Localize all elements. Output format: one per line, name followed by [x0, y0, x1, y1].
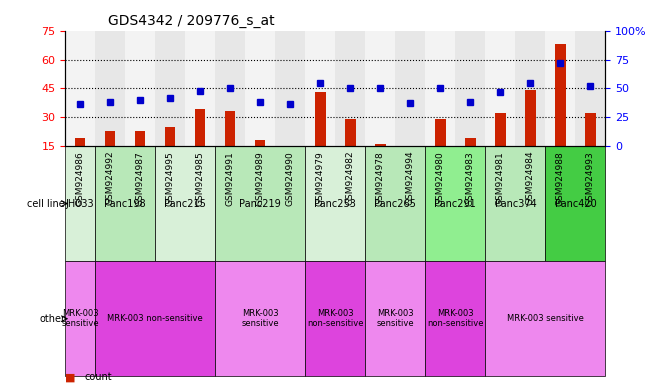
Bar [285, 173, 296, 175]
FancyBboxPatch shape [546, 146, 605, 261]
Bar [455, 31, 486, 146]
FancyBboxPatch shape [335, 175, 365, 176]
FancyBboxPatch shape [65, 146, 95, 261]
FancyBboxPatch shape [365, 261, 425, 376]
FancyBboxPatch shape [455, 175, 486, 176]
FancyBboxPatch shape [275, 175, 305, 176]
Bar [546, 31, 575, 146]
Bar [105, 131, 115, 175]
Text: MRK-003
sensitive: MRK-003 sensitive [242, 309, 279, 328]
FancyBboxPatch shape [125, 175, 155, 176]
Bar [365, 31, 395, 146]
FancyBboxPatch shape [486, 146, 546, 261]
Text: GDS4342 / 209776_s_at: GDS4342 / 209776_s_at [108, 14, 275, 28]
Bar [255, 140, 266, 175]
Bar [135, 131, 145, 175]
Bar [155, 31, 185, 146]
FancyBboxPatch shape [245, 175, 275, 176]
FancyBboxPatch shape [65, 261, 95, 376]
Text: JH033: JH033 [66, 199, 94, 209]
FancyBboxPatch shape [395, 175, 425, 176]
FancyBboxPatch shape [305, 146, 365, 261]
Bar [125, 31, 155, 146]
Text: Panc253: Panc253 [314, 199, 356, 209]
FancyBboxPatch shape [185, 175, 215, 176]
Bar [486, 31, 516, 146]
Bar [575, 31, 605, 146]
Text: Panc420: Panc420 [555, 199, 596, 209]
Bar [315, 92, 326, 175]
Text: MRK-003 sensitive: MRK-003 sensitive [507, 314, 584, 323]
Bar [75, 138, 85, 175]
Bar [65, 31, 95, 146]
FancyBboxPatch shape [486, 175, 516, 176]
FancyBboxPatch shape [65, 175, 95, 176]
Bar [465, 138, 476, 175]
FancyBboxPatch shape [365, 146, 425, 261]
Bar [95, 31, 125, 146]
FancyBboxPatch shape [305, 261, 365, 376]
FancyBboxPatch shape [155, 175, 185, 176]
Text: cell line: cell line [27, 199, 65, 209]
Bar [555, 44, 566, 175]
Text: MRK-003
non-sensitive: MRK-003 non-sensitive [427, 309, 484, 328]
Text: Panc198: Panc198 [104, 199, 146, 209]
Text: MRK-003
sensitive: MRK-003 sensitive [376, 309, 414, 328]
FancyBboxPatch shape [486, 261, 605, 376]
Text: count: count [85, 372, 112, 382]
Bar [275, 31, 305, 146]
FancyBboxPatch shape [95, 261, 215, 376]
Text: Panc291: Panc291 [434, 199, 477, 209]
FancyBboxPatch shape [516, 175, 546, 176]
FancyBboxPatch shape [365, 175, 395, 176]
Text: MRK-003 non-sensitive: MRK-003 non-sensitive [107, 314, 203, 323]
Bar [165, 127, 175, 175]
Bar [375, 144, 385, 175]
FancyBboxPatch shape [95, 175, 125, 176]
FancyBboxPatch shape [215, 175, 245, 176]
FancyBboxPatch shape [305, 175, 335, 176]
Bar [525, 90, 536, 175]
Text: Panc265: Panc265 [374, 199, 416, 209]
Text: MRK-003
sensitive: MRK-003 sensitive [61, 309, 99, 328]
FancyBboxPatch shape [546, 175, 575, 176]
FancyBboxPatch shape [425, 175, 455, 176]
FancyBboxPatch shape [575, 175, 605, 176]
Bar [185, 31, 215, 146]
FancyBboxPatch shape [425, 146, 486, 261]
Text: other: other [39, 314, 65, 324]
Bar [195, 109, 206, 175]
FancyBboxPatch shape [215, 261, 305, 376]
Bar [435, 119, 445, 175]
Bar [305, 31, 335, 146]
Text: Panc215: Panc215 [164, 199, 206, 209]
FancyBboxPatch shape [215, 146, 305, 261]
FancyBboxPatch shape [155, 146, 215, 261]
Text: ■: ■ [65, 372, 76, 382]
Bar [395, 31, 425, 146]
Bar [495, 113, 506, 175]
Bar [245, 31, 275, 146]
Bar [516, 31, 546, 146]
Bar [585, 113, 596, 175]
Text: MRK-003
non-sensitive: MRK-003 non-sensitive [307, 309, 363, 328]
Bar [405, 148, 415, 175]
Bar [335, 31, 365, 146]
Text: Panc219: Panc219 [240, 199, 281, 209]
FancyBboxPatch shape [425, 261, 486, 376]
Bar [345, 119, 355, 175]
FancyBboxPatch shape [95, 146, 155, 261]
Bar [425, 31, 455, 146]
Text: Panc374: Panc374 [495, 199, 536, 209]
Bar [225, 111, 236, 175]
Bar [215, 31, 245, 146]
